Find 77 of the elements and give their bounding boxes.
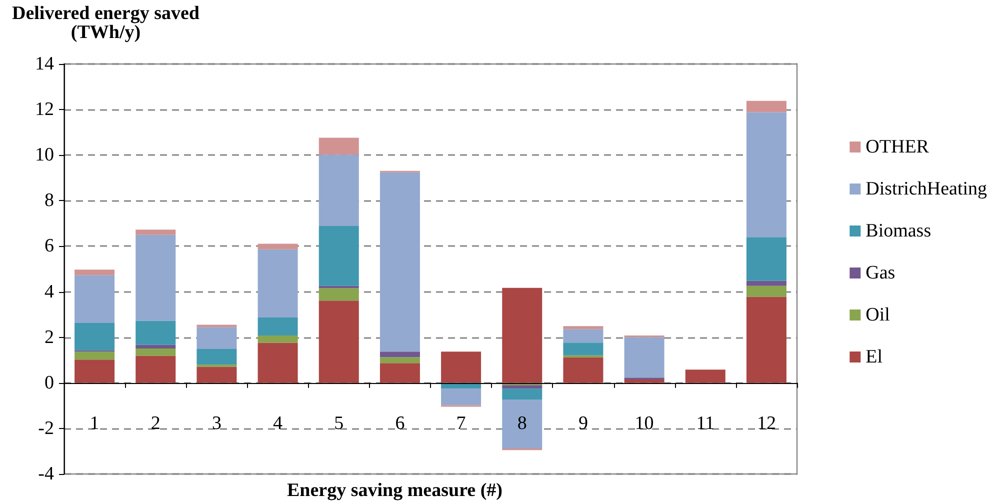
bar bbox=[685, 370, 726, 383]
bar bbox=[136, 230, 176, 235]
bar bbox=[74, 270, 115, 276]
x-tick-label: 10 bbox=[634, 413, 654, 434]
bar bbox=[136, 348, 176, 356]
bar bbox=[563, 342, 604, 356]
bar bbox=[502, 400, 542, 448]
bar bbox=[318, 154, 359, 226]
bar bbox=[258, 249, 298, 318]
bar bbox=[563, 357, 604, 383]
x-tick-label: 2 bbox=[150, 413, 160, 434]
x-tick-label: 11 bbox=[696, 413, 715, 434]
bar bbox=[380, 363, 420, 383]
legend-label: El bbox=[866, 346, 883, 368]
y-tick-label: 6 bbox=[44, 236, 54, 257]
bar bbox=[318, 300, 359, 383]
bar bbox=[136, 356, 176, 383]
x-tick-label: 6 bbox=[395, 413, 405, 434]
x-tick-label: 4 bbox=[273, 413, 284, 434]
bar bbox=[502, 388, 542, 400]
x-tick-label: 7 bbox=[456, 413, 466, 434]
bar bbox=[746, 112, 786, 238]
bar bbox=[136, 234, 176, 321]
bar bbox=[746, 237, 786, 281]
y-tick-label: 4 bbox=[44, 281, 54, 302]
x-tick-label: 12 bbox=[756, 413, 776, 434]
bar bbox=[258, 318, 298, 336]
y-tick-label: 10 bbox=[35, 144, 54, 166]
bar bbox=[624, 337, 664, 378]
y-tick-label: 12 bbox=[35, 99, 54, 120]
bar bbox=[318, 226, 359, 286]
bar bbox=[746, 286, 786, 297]
bar bbox=[441, 352, 482, 383]
bar bbox=[563, 326, 604, 330]
legend-label: OTHER bbox=[866, 136, 930, 158]
y-axis-title: Delivered energy saved (TWh/y) bbox=[12, 3, 200, 43]
x-tick-label: 9 bbox=[578, 413, 588, 434]
y-tick-label: 8 bbox=[44, 190, 54, 212]
bar bbox=[502, 385, 542, 389]
bar bbox=[74, 360, 115, 383]
bar bbox=[746, 296, 786, 383]
bar bbox=[196, 327, 237, 349]
bar bbox=[258, 342, 298, 383]
bar bbox=[380, 172, 420, 352]
x-tick-label: 1 bbox=[90, 413, 100, 434]
bar bbox=[380, 357, 420, 364]
bar bbox=[74, 352, 115, 360]
bar bbox=[196, 348, 237, 365]
y-tick-label: 2 bbox=[44, 326, 54, 348]
bar bbox=[563, 329, 604, 343]
x-tick-label: 3 bbox=[212, 413, 222, 434]
bar bbox=[746, 280, 786, 286]
y-tick-label: 14 bbox=[35, 54, 54, 74]
bar bbox=[318, 138, 359, 155]
x-tick-label: 5 bbox=[334, 413, 344, 434]
bar bbox=[74, 275, 115, 323]
y-tick-label: -4 bbox=[38, 464, 54, 484]
bar bbox=[136, 320, 176, 345]
bar bbox=[441, 388, 482, 406]
legend-label: Biomass bbox=[866, 220, 932, 242]
legend-label: Oil bbox=[866, 304, 890, 326]
bar bbox=[136, 344, 176, 348]
bar bbox=[624, 379, 664, 383]
legend-label: Gas bbox=[866, 262, 896, 284]
x-tick-label: 8 bbox=[517, 413, 527, 434]
bar bbox=[746, 100, 786, 112]
bar bbox=[258, 336, 298, 343]
bar bbox=[380, 352, 420, 358]
legend-label: DistrichHeating bbox=[866, 178, 988, 200]
bar bbox=[318, 288, 359, 301]
bar bbox=[74, 322, 115, 350]
bar bbox=[258, 244, 298, 250]
y-tick-label: 0 bbox=[44, 372, 54, 394]
y-tick-label: -2 bbox=[38, 418, 54, 439]
x-axis-title: Energy saving measure (#) bbox=[287, 480, 502, 501]
bar bbox=[196, 366, 237, 383]
bar bbox=[502, 288, 542, 383]
